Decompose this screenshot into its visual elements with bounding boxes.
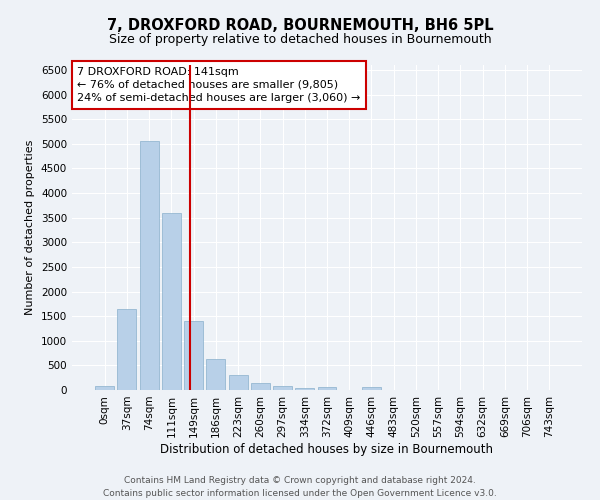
Bar	[206, 360, 225, 390]
Text: Contains HM Land Registry data © Crown copyright and database right 2024.
Contai: Contains HM Land Registry data © Crown c…	[103, 476, 497, 498]
Bar	[251, 382, 270, 390]
Y-axis label: Number of detached properties: Number of detached properties	[25, 140, 35, 315]
Bar	[317, 387, 337, 390]
Bar	[273, 386, 292, 390]
Text: 7, DROXFORD ROAD, BOURNEMOUTH, BH6 5PL: 7, DROXFORD ROAD, BOURNEMOUTH, BH6 5PL	[107, 18, 493, 32]
Bar	[362, 386, 381, 390]
Text: 7 DROXFORD ROAD: 141sqm
← 76% of detached houses are smaller (9,805)
24% of semi: 7 DROXFORD ROAD: 141sqm ← 76% of detache…	[77, 66, 361, 103]
Bar	[95, 386, 114, 390]
Bar	[118, 308, 136, 390]
Bar	[140, 142, 158, 390]
Bar	[162, 212, 181, 390]
Bar	[184, 321, 203, 390]
Text: Size of property relative to detached houses in Bournemouth: Size of property relative to detached ho…	[109, 32, 491, 46]
Bar	[295, 388, 314, 390]
X-axis label: Distribution of detached houses by size in Bournemouth: Distribution of detached houses by size …	[161, 442, 493, 456]
Bar	[229, 375, 248, 390]
